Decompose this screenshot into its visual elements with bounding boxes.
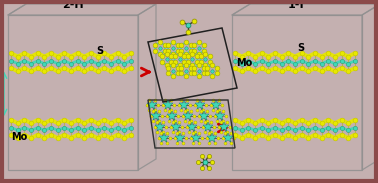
Text: S: S: [96, 46, 104, 56]
Text: 1-T: 1-T: [288, 0, 306, 10]
Text: Mo: Mo: [236, 58, 252, 68]
Text: S: S: [297, 43, 304, 53]
Text: 2-H: 2-H: [62, 0, 84, 10]
Text: Mo: Mo: [11, 132, 27, 142]
